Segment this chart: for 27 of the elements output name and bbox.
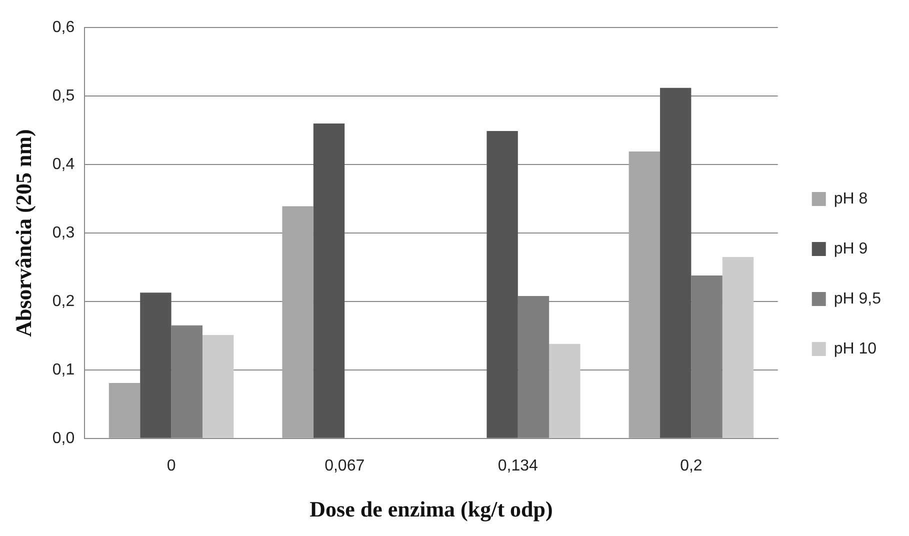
y-tick-label: 0,3 <box>52 224 75 242</box>
x-tick-label: 0,067 <box>324 457 365 474</box>
y-tick-label: 0,6 <box>52 19 75 36</box>
legend-label: pH 10 <box>834 340 877 358</box>
x-tick-label: 0,2 <box>680 457 702 474</box>
bar <box>108 382 140 438</box>
bar <box>202 335 234 438</box>
bar <box>282 206 314 438</box>
y-axis-title: Absorvância (205 nm) <box>10 129 36 337</box>
x-tick-label: 0 <box>166 457 176 474</box>
x-tick-label: 0,134 <box>498 457 538 474</box>
legend-label: pH 9,5 <box>834 290 882 308</box>
legend-label: pH 9 <box>834 240 868 258</box>
bar <box>722 256 754 438</box>
x-axis-title: Dose de enzima (kg/t odp) <box>310 496 553 522</box>
y-tick-label: 0,5 <box>52 87 75 104</box>
bar <box>628 152 660 438</box>
y-tick-label: 0,0 <box>52 430 75 447</box>
legend-label: pH 8 <box>834 190 868 208</box>
bar <box>660 88 692 438</box>
y-tick-label: 0,4 <box>52 156 75 173</box>
bar <box>140 292 172 438</box>
bar <box>313 123 345 438</box>
bar <box>486 130 518 438</box>
bar <box>549 344 580 438</box>
y-tick-label: 0,2 <box>52 292 75 310</box>
y-tick-label: 0,1 <box>52 361 75 378</box>
